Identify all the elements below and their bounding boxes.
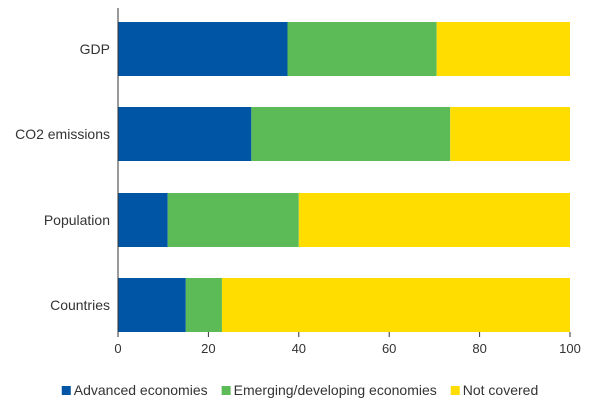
category-label: Population	[44, 212, 110, 228]
legend-label: Not covered	[463, 382, 538, 398]
x-tick-label: 40	[292, 341, 306, 356]
bar-gdp-series-1	[118, 22, 288, 76]
x-tick-label: 20	[201, 341, 215, 356]
bar-gdp-series-2	[287, 22, 437, 76]
bar-gdp-series-3	[436, 22, 570, 76]
bar-countries-series-1	[118, 278, 186, 332]
x-tick-label: 60	[382, 341, 396, 356]
legend-label: Advanced economies	[74, 382, 208, 398]
legend: Advanced economies Emerging/developing ec…	[61, 382, 538, 398]
bar-population-series-1	[118, 193, 168, 247]
x-tick-label: 100	[559, 341, 581, 356]
x-tick-label: 80	[472, 341, 486, 356]
x-axis-ticks: 0 20 40 60 80 100	[114, 332, 581, 356]
legend-item: Not covered	[450, 382, 538, 398]
category-label: CO2 emissions	[15, 126, 110, 142]
legend-label: Emerging/developing economies	[234, 382, 437, 398]
bar-co2-emissions-series-2	[251, 107, 451, 161]
category-labels: GDP CO2 emissions Population Countries	[15, 41, 110, 313]
bar-countries-series-2	[185, 278, 222, 332]
legend-swatch	[61, 386, 71, 395]
bars-group	[118, 22, 570, 332]
legend-swatch	[221, 386, 231, 395]
legend-item: Advanced economies	[61, 382, 208, 398]
legend-swatch	[450, 386, 460, 395]
x-tick-label: 0	[114, 341, 121, 356]
bar-co2-emissions-series-1	[118, 107, 252, 161]
bar-countries-series-3	[221, 278, 570, 332]
category-label: GDP	[80, 41, 110, 57]
category-label: Countries	[50, 297, 110, 313]
bar-co2-emissions-series-3	[450, 107, 570, 161]
bar-population-series-2	[167, 193, 299, 247]
legend-item: Emerging/developing economies	[221, 382, 437, 398]
bar-population-series-3	[298, 193, 570, 247]
